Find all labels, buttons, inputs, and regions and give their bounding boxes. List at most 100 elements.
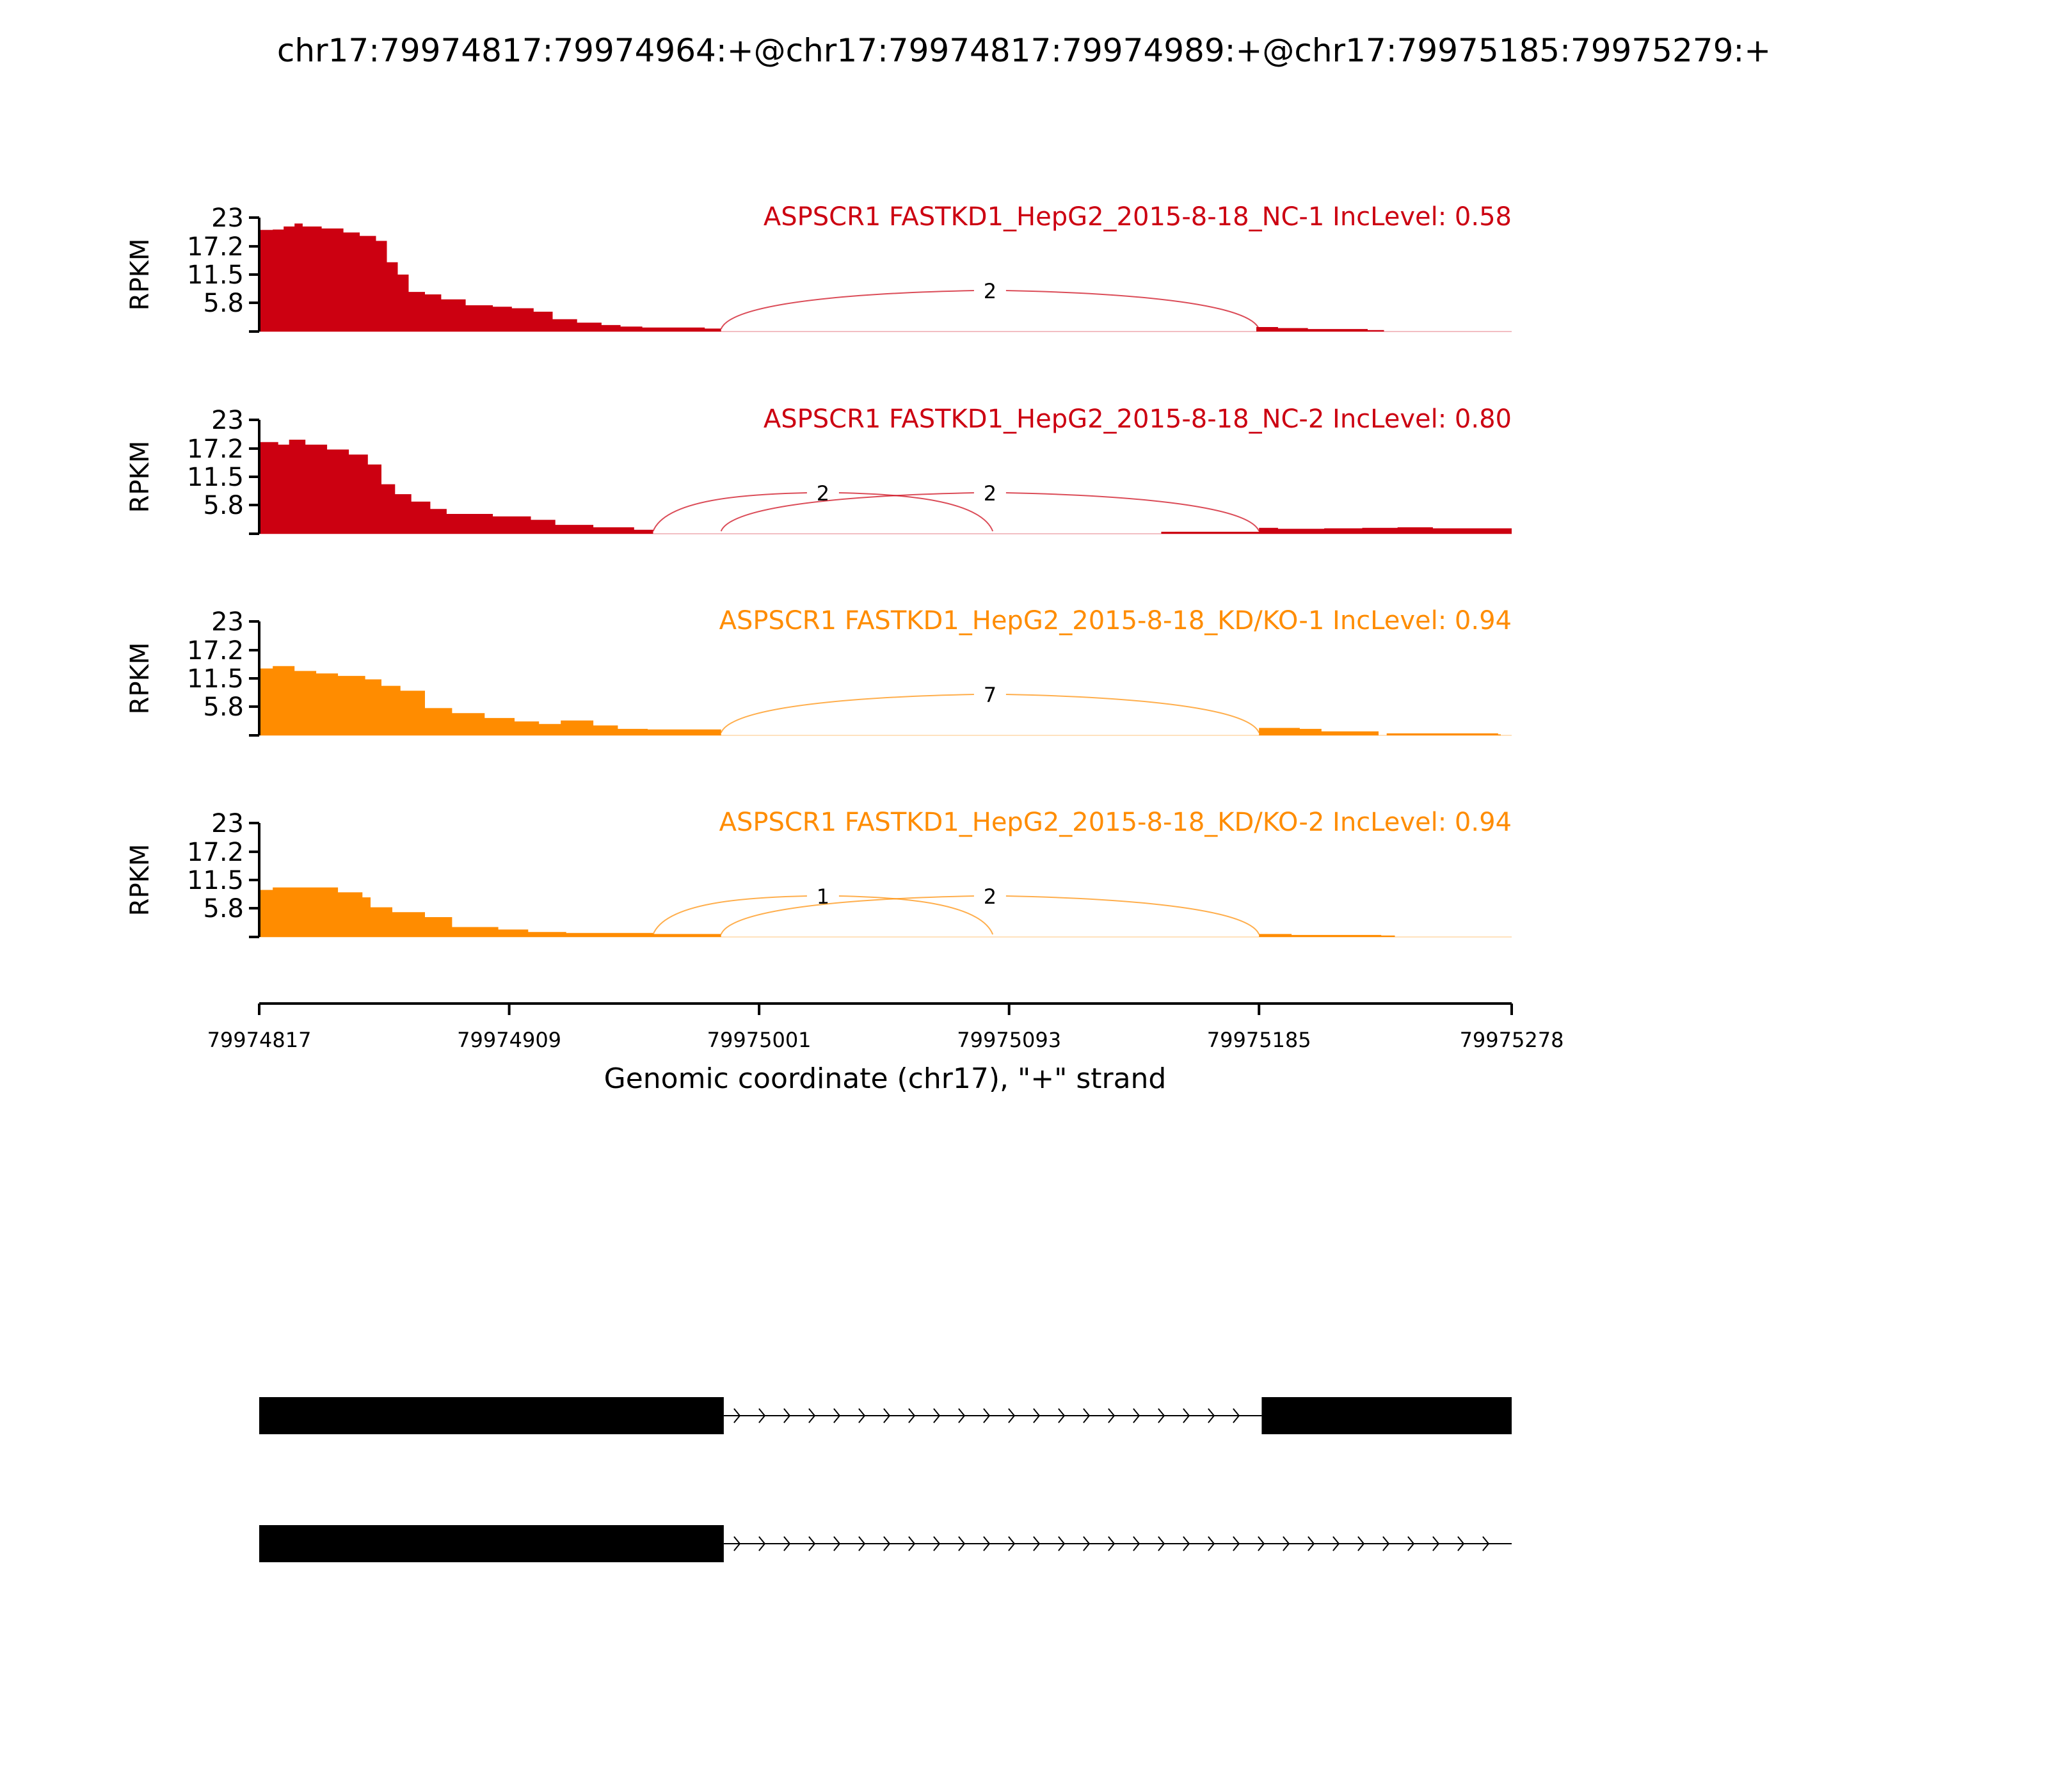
y-tick-label: 11.5 [187,866,244,895]
junction-arc [838,492,994,532]
exon-block [259,1397,724,1434]
y-tick-label: 17.2 [187,232,244,262]
y-tick-label: 11.5 [187,463,244,492]
y-tick-label: 11.5 [187,260,244,290]
junction-arc [720,694,974,733]
y-tick-label: 17.2 [187,435,244,464]
intron-strand-arrow [733,1536,741,1551]
panel-title: ASPSCR1 FASTKD1_HepG2_2015-8-18_KD/KO-2 … [719,808,1512,837]
y-axis-label: RPKM [125,643,155,715]
x-tick-label: 79975001 [707,1028,812,1052]
intron-strand-arrow [1158,1536,1165,1551]
coverage-area [259,666,1512,735]
intron-strand-arrow [1482,1536,1490,1551]
y-tick-label: 17.2 [187,636,244,666]
intron-strand-arrow [758,1408,766,1423]
intron-strand-arrow [1008,1408,1016,1423]
isoform-track [259,1397,1512,1562]
y-tick-label: 23 [211,204,244,233]
junction-arc [1005,290,1260,330]
intron-strand-arrow [1258,1536,1265,1551]
intron-strand-arrow [1233,1408,1240,1423]
intron-strand-arrow [1283,1536,1290,1551]
junction-arc [720,290,974,330]
y-tick-label: 5.8 [203,289,244,318]
figure-title: chr17:79974817:79974964:+@chr17:79974817… [277,32,1771,69]
intron-strand-arrow [1357,1536,1365,1551]
intron-strand-arrow [858,1408,866,1423]
x-axis-ticks: 79974817 79974909 79975001 79975093 79975185… [207,1004,1564,1052]
intron-strand-arrow [758,1536,766,1551]
intron-strand-arrow [1208,1536,1215,1551]
junction-count-label: 2 [817,481,829,506]
x-tick-label: 79974817 [207,1028,312,1052]
junction-count-label: 2 [984,481,996,506]
junction-arc [720,492,974,532]
y-tick-label: 5.8 [203,692,244,722]
junction-arc [652,492,807,532]
intron-strand-arrow [1332,1536,1340,1551]
junction-arc [838,895,994,935]
junction-count-label: 2 [984,279,996,303]
intron-strand-arrow [1108,1408,1116,1423]
intron-strand-arrow [908,1408,916,1423]
intron-strand-arrow [1208,1408,1215,1423]
x-tick-label: 79975093 [957,1028,1061,1052]
intron-strand-arrow [1183,1536,1190,1551]
coverage-area [259,223,1512,332]
junction-count-label: 1 [817,884,829,909]
x-tick-label: 79975185 [1207,1028,1311,1052]
intron-strand-arrow [1058,1536,1066,1551]
intron-strand-arrow [1308,1536,1315,1551]
intron-strand-arrow [983,1536,991,1551]
intron-strand-arrow [958,1536,966,1551]
intron-strand-arrow [1233,1536,1240,1551]
intron-strand-arrow [983,1408,991,1423]
panel-title: ASPSCR1 FASTKD1_HepG2_2015-8-18_KD/KO-1 … [719,606,1512,636]
junction-count-label: 2 [984,884,996,909]
panel-title: ASPSCR1 FASTKD1_HepG2_2015-8-18_NC-2 Inc… [764,404,1512,434]
intron-strand-arrow [958,1408,966,1423]
intron-strand-arrow [1382,1536,1390,1551]
y-axis-label: RPKM [125,844,155,916]
intron-strand-arrow [783,1408,791,1423]
intron-strand-arrow [858,1536,866,1551]
y-tick-label: 23 [211,607,244,637]
intron-strand-arrow [1133,1536,1140,1551]
x-tick-label: 79974909 [457,1028,561,1052]
intron-strand-arrow [933,1408,941,1423]
intron-strand-arrow [783,1536,791,1551]
intron-strand-arrow [908,1536,916,1551]
intron-strand-arrow [933,1536,941,1551]
intron-strand-arrow [1033,1408,1041,1423]
intron-strand-arrow [1008,1536,1016,1551]
junction-arc [1005,694,1260,733]
y-tick-label: 23 [211,809,244,838]
intron-strand-arrow [733,1408,741,1423]
junction-arc [1005,895,1260,935]
intron-strand-arrow [808,1536,816,1551]
intron-strand-arrow [1083,1408,1091,1423]
intron-strand-arrow [1432,1536,1440,1551]
intron-strand-arrow [1407,1536,1415,1551]
intron-strand-arrow [1183,1408,1190,1423]
junction-count-label: 7 [984,683,996,707]
intron-strand-arrow [808,1408,816,1423]
intron-strand-arrow [883,1536,891,1551]
intron-strand-arrow [1083,1536,1091,1551]
exon-block [259,1525,724,1562]
exon-block [1261,1397,1512,1434]
isoform-2 [259,1525,1512,1562]
isoform-1 [259,1397,1512,1434]
intron-strand-arrow [1108,1536,1116,1551]
y-axis-label: RPKM [125,441,155,513]
panel-title: ASPSCR1 FASTKD1_HepG2_2015-8-18_NC-1 Inc… [764,202,1512,232]
y-tick-label: 5.8 [203,894,244,924]
intron-strand-arrow [1457,1536,1465,1551]
x-axis-label: Genomic coordinate (chr17), "+" strand [604,1062,1167,1095]
coverage-area [259,887,1512,937]
junction-arc [1005,492,1260,532]
